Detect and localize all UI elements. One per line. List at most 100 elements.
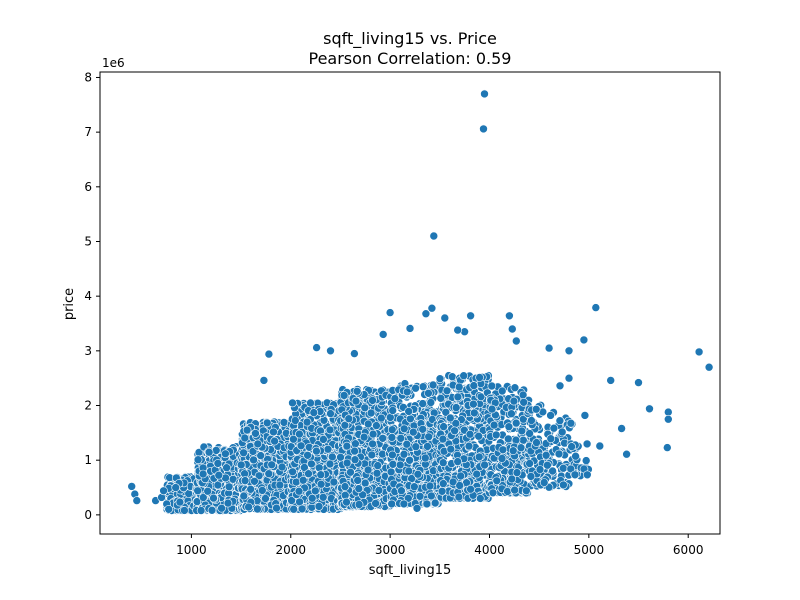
data-point — [404, 466, 414, 476]
data-point — [336, 452, 345, 462]
data-point — [264, 469, 274, 479]
data-point — [570, 470, 580, 480]
data-point — [371, 499, 380, 508]
data-point — [606, 376, 616, 385]
data-point — [217, 503, 226, 513]
data-point — [325, 459, 335, 469]
chart-subtitle: Pearson Correlation: 0.59 — [309, 49, 512, 68]
data-point — [475, 373, 484, 382]
data-point — [469, 381, 479, 390]
data-point — [294, 486, 304, 496]
data-point — [579, 335, 589, 345]
data-point — [492, 476, 502, 486]
data-point — [346, 467, 355, 477]
data-point — [466, 484, 475, 494]
data-point — [526, 472, 536, 481]
data-point — [429, 231, 439, 241]
data-point — [543, 460, 552, 470]
data-point — [251, 429, 260, 438]
data-point — [307, 493, 317, 503]
data-point — [222, 463, 231, 473]
data-point — [269, 427, 278, 437]
data-point — [221, 449, 230, 459]
data-point — [409, 482, 419, 492]
data-point — [261, 494, 270, 503]
data-point — [350, 455, 360, 465]
data-point — [450, 426, 459, 436]
data-point — [395, 460, 405, 470]
data-point — [516, 443, 526, 453]
data-point — [438, 434, 448, 444]
data-point — [555, 416, 565, 426]
data-point — [634, 378, 643, 387]
data-point — [180, 506, 189, 515]
data-point — [508, 446, 518, 456]
data-point — [272, 503, 281, 513]
data-point — [127, 482, 136, 491]
data-point — [411, 383, 420, 393]
data-point — [549, 423, 559, 433]
data-point — [571, 451, 580, 461]
data-point — [290, 416, 300, 425]
data-point — [498, 445, 508, 455]
data-point — [557, 427, 567, 437]
data-point — [246, 484, 255, 494]
data-point — [413, 469, 423, 479]
data-point — [289, 434, 298, 444]
data-point — [372, 468, 382, 478]
data-point — [487, 404, 497, 414]
data-point — [497, 386, 507, 396]
data-point — [402, 439, 412, 449]
data-point — [387, 433, 397, 442]
data-point — [546, 434, 556, 444]
data-point — [257, 486, 267, 495]
data-point — [171, 483, 180, 492]
data-point — [535, 465, 545, 474]
data-point — [399, 449, 409, 459]
data-point — [474, 431, 484, 441]
data-point — [224, 482, 234, 492]
data-point — [517, 426, 527, 436]
data-point — [175, 497, 185, 507]
data-point — [367, 450, 377, 460]
data-point — [242, 425, 252, 435]
data-point — [275, 480, 285, 490]
data-point — [455, 481, 465, 490]
data-point — [559, 480, 568, 490]
data-point — [387, 499, 397, 509]
data-point — [198, 469, 208, 479]
data-point — [504, 422, 514, 432]
data-point — [339, 391, 349, 400]
data-point — [566, 418, 576, 428]
data-point — [424, 432, 434, 442]
data-point — [531, 404, 541, 414]
data-point — [488, 488, 498, 498]
data-point — [567, 442, 576, 451]
data-point — [353, 476, 363, 485]
data-point — [372, 421, 381, 430]
data-point — [546, 411, 555, 420]
data-point — [469, 408, 479, 418]
data-point — [193, 486, 202, 496]
data-point — [704, 362, 714, 372]
data-point — [539, 478, 549, 487]
scatter-points — [127, 89, 714, 515]
data-point — [426, 491, 436, 501]
data-point — [503, 434, 513, 444]
data-point — [491, 430, 501, 440]
data-point — [323, 444, 333, 454]
data-point — [420, 453, 430, 463]
data-point — [519, 397, 529, 407]
data-point — [438, 479, 448, 488]
data-point — [405, 455, 414, 465]
data-point — [296, 441, 306, 451]
data-point — [223, 498, 233, 508]
data-point — [340, 482, 350, 491]
data-point — [376, 413, 386, 423]
data-point — [464, 441, 474, 451]
data-point — [415, 491, 425, 501]
data-point — [510, 383, 520, 393]
data-point — [363, 465, 373, 475]
